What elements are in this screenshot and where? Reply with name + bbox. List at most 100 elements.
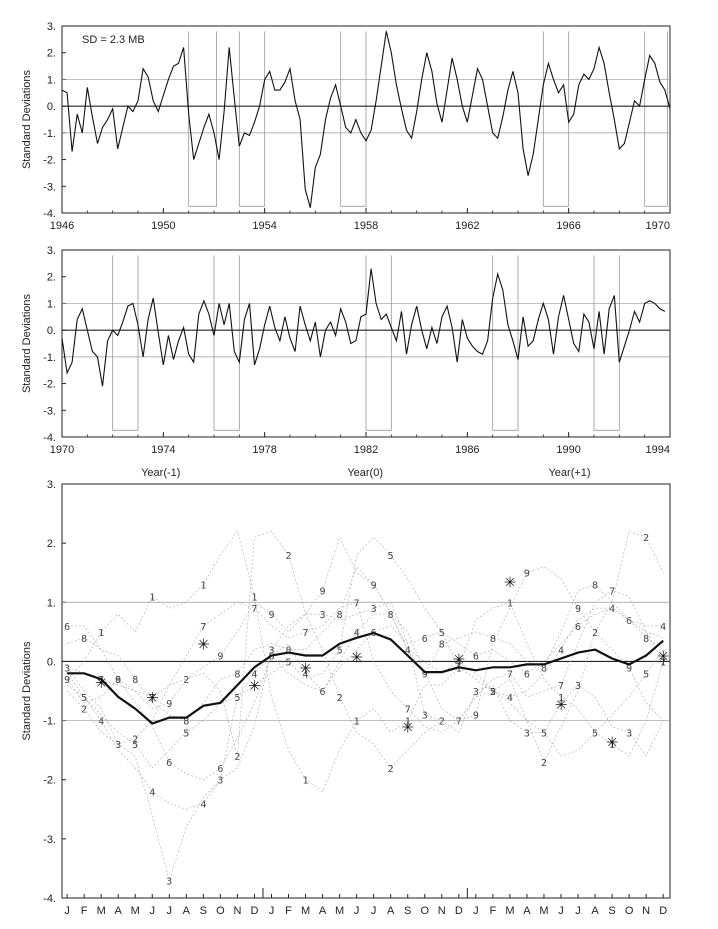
x-tick-label: J <box>269 905 275 917</box>
y-tick-label: -1. <box>43 716 56 728</box>
member-marker: 8 <box>388 610 394 621</box>
member-marker: 3 <box>422 711 428 722</box>
x-tick-label: M <box>97 905 106 917</box>
member-marker: 3 <box>64 663 70 674</box>
y-tick-label: 2. <box>47 538 56 550</box>
member-line <box>66 536 664 721</box>
member-marker: 9 <box>626 663 632 674</box>
member-marker: 4 <box>200 799 206 810</box>
y-tick-label: -4. <box>43 432 56 444</box>
y-tick-label: 1. <box>47 298 56 310</box>
x-tick-label: F <box>81 905 88 917</box>
member-marker: 8 <box>183 717 189 728</box>
member-marker: 3 <box>320 610 326 621</box>
member-marker: 1 <box>558 693 564 704</box>
star-marker: ✳ <box>606 733 619 751</box>
x-tick-label: M <box>301 905 310 917</box>
y-tick-label: -4. <box>43 208 56 220</box>
y-tick-label: -1. <box>43 128 56 140</box>
member-marker: 9 <box>371 581 377 592</box>
member-marker: 6 <box>473 652 479 663</box>
y-tick-label: -2. <box>43 155 56 167</box>
member-line <box>66 607 664 810</box>
member-marker: 3 <box>626 728 632 739</box>
member-marker: 2 <box>388 764 394 775</box>
member-marker: 9 <box>166 699 172 710</box>
member-marker: 2 <box>643 533 649 544</box>
x-tick-label: M <box>335 905 344 917</box>
member-marker: 8 <box>643 634 649 645</box>
member-marker: 7 <box>456 717 462 728</box>
x-tick-label: 1978 <box>252 444 276 456</box>
member-line <box>67 590 664 733</box>
member-marker: 6 <box>64 622 70 633</box>
composite-line <box>67 631 664 725</box>
member-marker: 4 <box>98 717 104 728</box>
member-marker: 8 <box>132 675 138 686</box>
member-marker: 2 <box>234 752 240 763</box>
x-tick-label: A <box>115 905 123 917</box>
star-marker: ✳ <box>197 636 210 654</box>
star-marker: ✳ <box>146 689 159 707</box>
member-marker: 9 <box>575 604 581 615</box>
x-tick-label: M <box>505 905 514 917</box>
x-tick-label: J <box>473 905 479 917</box>
member-marker: 4 <box>507 693 513 704</box>
star-marker: ✳ <box>248 677 261 695</box>
y-tick-label: 1. <box>47 597 56 609</box>
y-tick-label: 3. <box>47 21 56 33</box>
star-marker: ✳ <box>299 659 312 677</box>
y-tick-label: -3. <box>43 181 56 193</box>
member-marker: 1 <box>200 581 206 592</box>
event-window <box>112 255 139 431</box>
x-tick-label: A <box>183 905 191 917</box>
x-tick-label: 1994 <box>646 444 670 456</box>
member-marker: 9 <box>524 569 530 580</box>
period-label: Year(0) <box>347 467 383 479</box>
member-marker: 7 <box>303 628 309 639</box>
member-marker: 2 <box>337 693 343 704</box>
x-tick-label: A <box>387 905 395 917</box>
member-marker: 2 <box>285 551 291 562</box>
member-marker: 2 <box>541 758 547 769</box>
x-tick-label: J <box>167 905 173 917</box>
member-marker: 5 <box>285 657 291 668</box>
star-marker: ✳ <box>657 648 670 666</box>
member-line <box>66 530 664 792</box>
x-tick-label: 1982 <box>354 444 378 456</box>
x-tick-label: J <box>64 905 70 917</box>
member-marker: 2 <box>439 717 445 728</box>
member-marker: 3 <box>473 687 479 698</box>
member-marker: 9 <box>64 675 70 686</box>
member-marker: 8 <box>592 581 598 592</box>
x-tick-label: A <box>523 905 531 917</box>
member-marker: 5 <box>439 628 445 639</box>
y-tick-label: -3. <box>43 405 56 417</box>
member-marker: 4 <box>456 657 462 668</box>
member-marker: 4 <box>303 669 309 680</box>
x-tick-label: 1986 <box>455 444 479 456</box>
member-marker: 9 <box>473 711 479 722</box>
member-line <box>66 536 664 769</box>
y-tick-label: 3. <box>47 479 56 491</box>
x-tick-label: S <box>404 905 411 917</box>
series-line <box>61 268 666 387</box>
member-marker: 9 <box>422 669 428 680</box>
member-marker: 7 <box>507 669 513 680</box>
member-marker: 6 <box>268 652 274 663</box>
member-marker: 4 <box>660 622 666 633</box>
member-marker: 9 <box>217 652 223 663</box>
x-tick-label: 1970 <box>646 220 670 232</box>
member-marker: 5 <box>337 646 343 657</box>
x-tick-label: S <box>608 905 615 917</box>
y-tick-label: -4. <box>43 893 56 905</box>
member-marker: 2 <box>132 734 138 745</box>
member-marker: 8 <box>81 634 87 645</box>
member-marker: 8 <box>234 669 240 680</box>
member-marker: 3 <box>268 646 274 657</box>
x-tick-label: M <box>131 905 140 917</box>
x-tick-label: O <box>420 905 429 917</box>
member-marker: 2 <box>183 675 189 686</box>
series-line <box>61 31 671 208</box>
